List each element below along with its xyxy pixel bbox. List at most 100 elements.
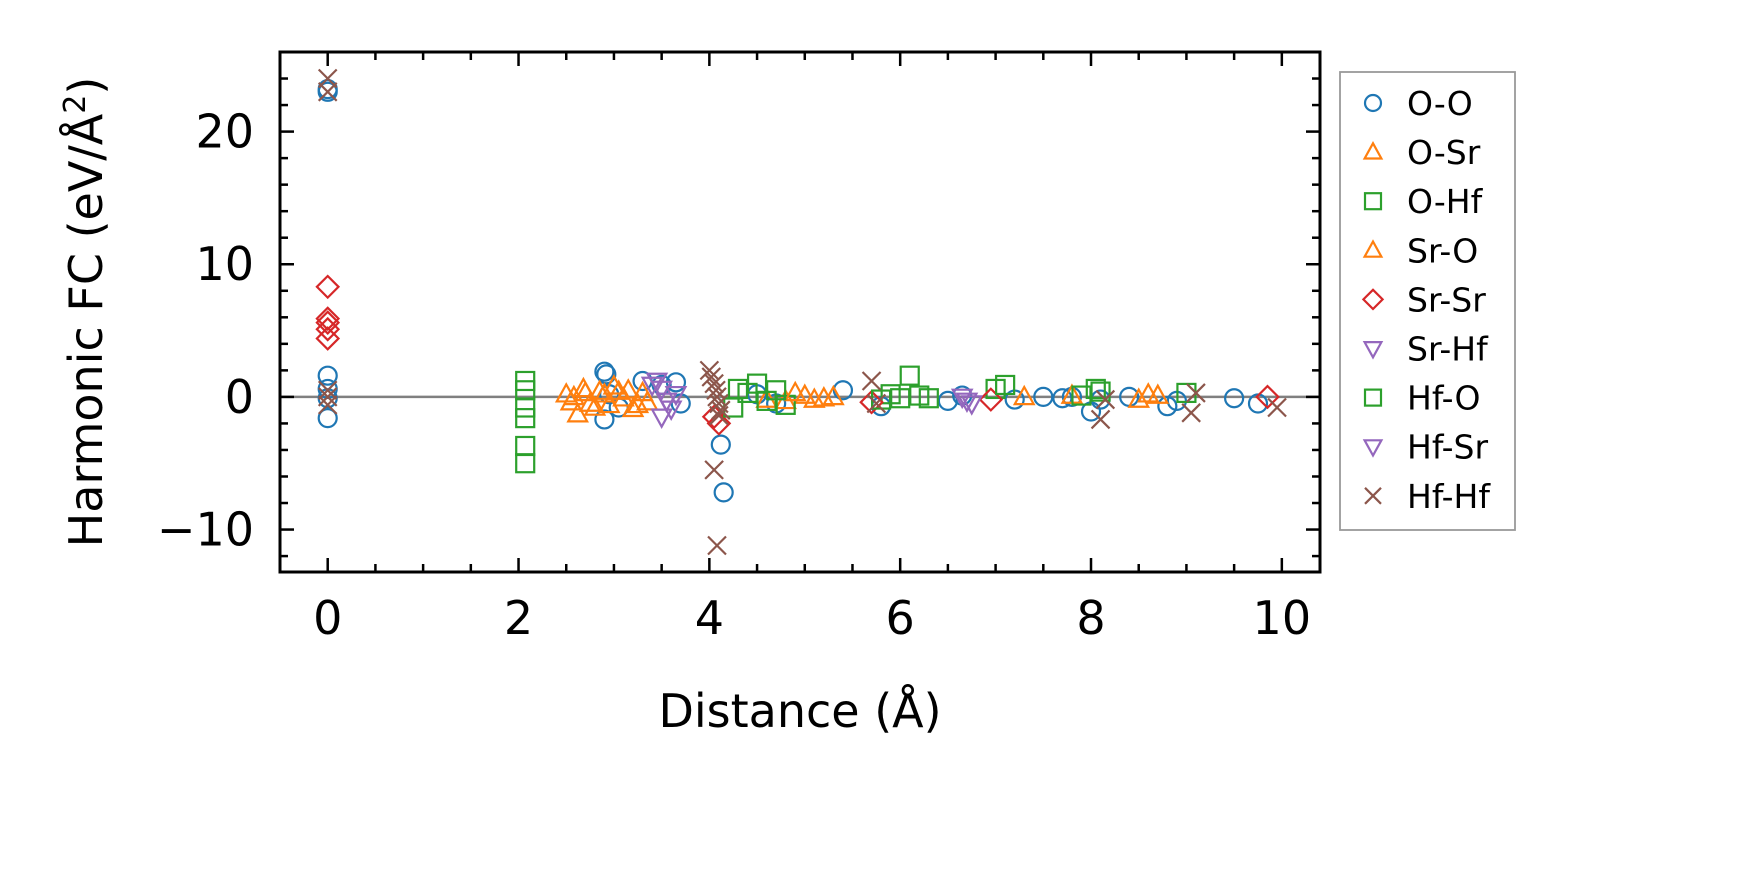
data-point — [515, 397, 536, 418]
legend-label: O-Hf — [1407, 182, 1484, 221]
x-tick-label: 4 — [695, 591, 724, 645]
data-point — [1090, 409, 1111, 430]
y-axis-title: Harmonic FC (eV/Å2) — [58, 77, 114, 548]
legend-label: O-Sr — [1407, 133, 1481, 172]
data-point — [1033, 386, 1054, 407]
legend-label: O-O — [1407, 84, 1473, 123]
data-point — [1157, 396, 1178, 417]
x-axis-title: Distance (Å) — [658, 684, 941, 738]
data-point — [707, 387, 727, 407]
data-point — [315, 310, 341, 335]
x-tick-label: 0 — [313, 591, 342, 645]
data-point-stroke — [699, 360, 720, 381]
data-point — [766, 380, 787, 401]
data-point — [955, 392, 979, 414]
data-point — [594, 361, 615, 382]
data-point — [704, 460, 724, 480]
legend: O-O O-Sr O-Hf Sr-O Sr-Sr Sr-Hf Hf-O Hf-Sr Hf-Hf — [1339, 71, 1516, 531]
data-point — [664, 385, 688, 407]
data-point — [1012, 384, 1036, 406]
data-point — [1071, 385, 1092, 406]
data-point — [317, 380, 338, 401]
plot-frame — [278, 50, 1322, 574]
data-point-stroke — [701, 367, 722, 387]
data-point-stroke — [704, 373, 724, 394]
data-point — [1095, 389, 1116, 410]
data-point — [602, 374, 626, 395]
data-point-stroke — [707, 535, 727, 556]
y-tick-labels: −10 0 10 20 — [157, 105, 254, 557]
data-point-stroke — [1090, 409, 1111, 430]
y-tick-label: 10 — [195, 237, 254, 291]
data-point — [317, 81, 338, 102]
series-sr-o — [562, 376, 836, 416]
y-tick-label: −10 — [157, 503, 254, 557]
data-point — [515, 408, 536, 429]
legend-marker — [1364, 487, 1382, 505]
data-point-stroke — [317, 380, 338, 401]
data-point — [317, 82, 338, 102]
data-point — [1146, 383, 1170, 404]
data-point-stroke — [317, 387, 338, 407]
data-point — [812, 386, 836, 407]
data-point — [1181, 403, 1201, 423]
data-point-stroke — [866, 393, 887, 414]
data-point — [317, 365, 338, 386]
data-point — [950, 388, 974, 410]
legend-label: Hf-Hf — [1407, 477, 1491, 516]
legend-marker — [1362, 141, 1384, 160]
data-point — [607, 379, 631, 400]
x-tick-label: 10 — [1253, 591, 1312, 645]
data-point-stroke — [317, 82, 338, 102]
data-point — [650, 380, 673, 402]
series-hf-sr — [640, 376, 979, 414]
data-point — [1255, 384, 1280, 410]
data-point-stroke — [706, 380, 726, 401]
data-point — [710, 434, 731, 455]
legend-marker — [1363, 93, 1383, 113]
legend-marker — [1362, 239, 1384, 258]
data-point — [861, 371, 882, 391]
legend-label: Hf-O — [1407, 379, 1480, 418]
data-point — [866, 393, 887, 414]
data-point-stroke — [709, 405, 729, 426]
data-point — [515, 453, 536, 474]
data-point — [317, 408, 338, 429]
data-point-stroke — [1186, 383, 1206, 403]
data-point — [706, 380, 726, 401]
data-point — [978, 387, 1004, 412]
data-point — [593, 382, 616, 403]
data-point-stroke — [1181, 403, 1201, 423]
data-point — [315, 306, 341, 331]
data-point-stroke — [1267, 397, 1287, 418]
legend-marker-stroke — [1364, 487, 1382, 505]
legend-label: Sr-Sr — [1407, 280, 1486, 319]
data-point — [317, 387, 338, 407]
x-tick-label: 6 — [886, 591, 915, 645]
data-point — [793, 383, 817, 404]
data-point — [626, 392, 650, 414]
data-point-stroke — [861, 371, 882, 391]
data-point — [859, 389, 884, 415]
data-point — [995, 374, 1016, 396]
data-point — [636, 390, 659, 411]
data-point — [566, 401, 590, 423]
data-point — [583, 395, 607, 416]
data-point — [594, 409, 615, 430]
legend-marker — [1362, 439, 1384, 458]
data-point — [315, 316, 341, 342]
data-point — [596, 364, 617, 385]
data-point — [588, 379, 611, 400]
series-sr-sr — [315, 274, 1280, 436]
data-point-stroke — [707, 387, 727, 407]
data-point-stroke — [1095, 389, 1116, 410]
data-point-stroke — [704, 460, 724, 480]
data-point — [1085, 378, 1106, 400]
series-o-hf — [515, 365, 1197, 474]
data-point — [315, 326, 341, 351]
plot-area — [280, 68, 1320, 556]
data-point — [650, 408, 673, 429]
data-point — [711, 400, 731, 420]
data-point — [899, 365, 920, 386]
